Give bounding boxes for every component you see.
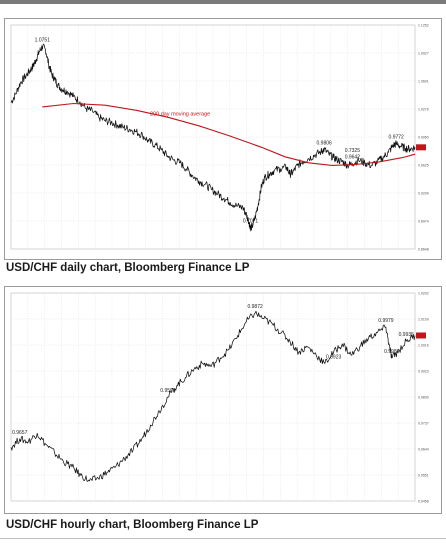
- y-tick-label: 1.1252: [418, 24, 429, 28]
- hourly-chart-caption: USD/CHF hourly chart, Bloomberg Finance …: [6, 519, 259, 531]
- daily-chart-caption: USD/CHF daily chart, Bloomberg Finance L…: [6, 262, 250, 274]
- y-tick-label: 0.8974: [418, 220, 429, 224]
- y-tick-label: 0.9644: [418, 448, 429, 452]
- price-annotation: 0.9986: [384, 349, 400, 355]
- moving-average-label: 200 day moving average: [150, 111, 210, 117]
- grid: [10, 292, 416, 502]
- y-axis-ticks: 1.0202 1.0109 1.0016 0.9923 0.9830 0.9737 0.96…: [418, 292, 429, 504]
- y-tick-label: 0.9923: [418, 370, 429, 374]
- bottom-border: [0, 538, 446, 539]
- y-tick-label: 1.0016: [418, 344, 429, 348]
- y-tick-label: 0.9625: [418, 164, 429, 168]
- price-line: [10, 310, 416, 482]
- current-price-tag: [416, 144, 426, 151]
- y-tick-label: 0.8648: [418, 248, 429, 252]
- daily-chart-panel: 1.0751 200 day moving average 0.9806 0.9772…: [4, 18, 442, 260]
- price-annotation: 0.7071: [243, 218, 259, 224]
- grid: [10, 24, 416, 250]
- price-annotation: 0.9806: [317, 140, 333, 146]
- price-annotation: 0.9979: [378, 318, 394, 324]
- y-axis-ticks: 1.1252 1.0927 1.0601 1.0276 0.9950 0.9625 0.92…: [418, 24, 429, 252]
- y-tick-label: 0.9551: [418, 474, 429, 478]
- price-annotation: 0.9657: [12, 430, 28, 436]
- y-tick-label: 0.9737: [418, 422, 429, 426]
- price-annotation: 0.9501: [160, 388, 176, 394]
- y-tick-label: 1.0927: [418, 52, 429, 56]
- price-annotation: 0.9772: [389, 135, 405, 141]
- y-tick-label: 0.9830: [418, 396, 429, 400]
- price-line: [10, 43, 416, 232]
- current-price-tag: [416, 332, 426, 339]
- y-tick-label: 0.9299: [418, 192, 429, 196]
- y-tick-label: 1.0202: [418, 292, 429, 296]
- price-annotation: 0.9642: [345, 154, 361, 160]
- price-annotation: 0.7325: [345, 148, 361, 154]
- hourly-chart: 0.9657 0.9501 0.9872 0.9923 0.9979 0.9986 0.99…: [10, 292, 429, 504]
- top-border: [0, 0, 446, 4]
- y-tick-label: 1.0601: [418, 80, 429, 84]
- moving-average-line: [42, 102, 416, 166]
- daily-chart: 1.0751 200 day moving average 0.9806 0.9772…: [10, 24, 429, 252]
- price-annotation: 1.0751: [35, 38, 51, 44]
- price-annotation: 0.9872: [247, 304, 263, 310]
- hourly-chart-panel: 0.9657 0.9501 0.9872 0.9923 0.9979 0.9986 0.99…: [4, 286, 442, 514]
- y-tick-label: 0.9950: [418, 136, 429, 140]
- y-tick-label: 1.0109: [418, 318, 429, 322]
- y-tick-label: 0.9458: [418, 500, 429, 504]
- y-tick-label: 1.0276: [418, 108, 429, 112]
- price-annotation: 0.9935: [399, 332, 415, 338]
- price-annotation: 0.9923: [326, 354, 342, 360]
